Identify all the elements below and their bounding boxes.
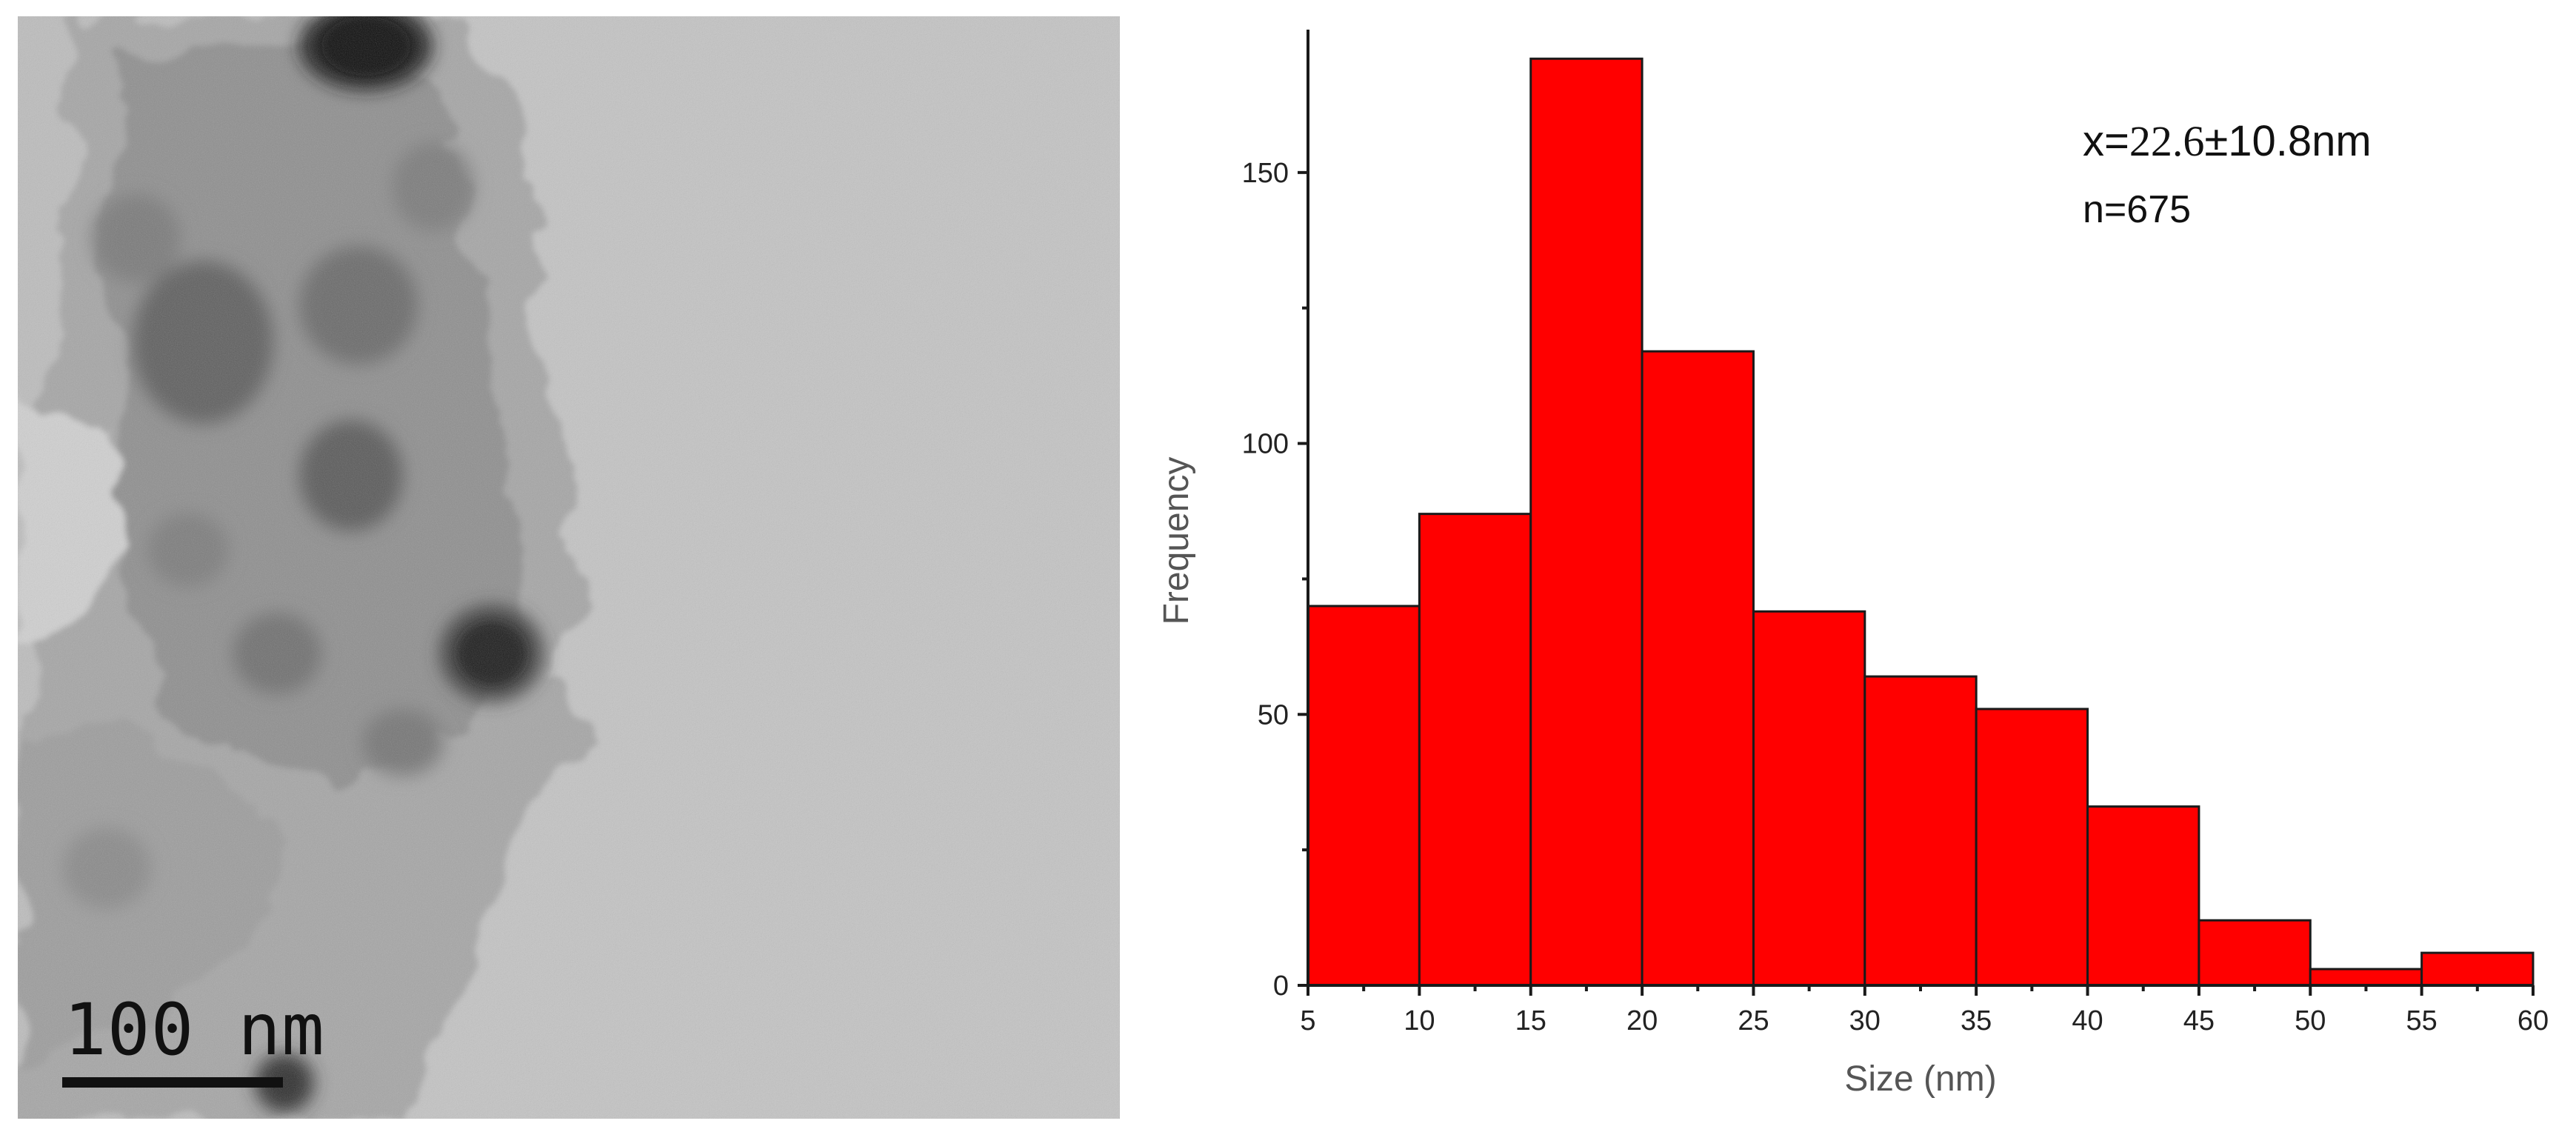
scale-bar-label: 100 nm xyxy=(64,988,325,1071)
size-histogram: 0 50 100 150 5 10 15 20 25 30 35 40 45 50 55 60 Freque… xyxy=(1120,0,2576,1135)
x-tick-label: 40 xyxy=(2072,1005,2103,1036)
sample-count-annotation: n=675 xyxy=(2083,188,2191,231)
tem-micrograph: 100 nm xyxy=(18,16,1120,1119)
y-axis-ticks: 0 50 100 150 xyxy=(1242,158,1308,1002)
mean-deviation: ±10.8nm xyxy=(2204,117,2371,165)
x-tick-label: 60 xyxy=(2517,1005,2549,1036)
x-tick-label: 45 xyxy=(2183,1005,2215,1036)
tem-image xyxy=(18,16,1120,1119)
histogram-bar xyxy=(2420,951,2535,987)
x-axis-label: Size (nm) xyxy=(1844,1059,1996,1099)
histogram-bar xyxy=(1863,675,1978,987)
x-tick-label: 50 xyxy=(2295,1005,2326,1036)
histogram-bar xyxy=(2198,919,2312,987)
histogram-bar xyxy=(1529,57,1644,987)
y-tick-label: 150 xyxy=(1242,158,1289,189)
x-tick-label: 25 xyxy=(1738,1005,1769,1036)
x-tick-label: 5 xyxy=(1300,1005,1315,1036)
mean-prefix: x= xyxy=(2083,117,2129,165)
x-axis-ticks: 5 10 15 20 25 30 35 40 45 50 55 60 xyxy=(1300,985,2549,1036)
scale-bar xyxy=(62,1077,283,1088)
x-tick-label: 20 xyxy=(1626,1005,1658,1036)
histogram-bar xyxy=(1975,708,2089,987)
y-tick-label: 50 xyxy=(1258,699,1289,730)
mean-size-annotation: x=22.6±10.8nm xyxy=(2083,117,2372,165)
histogram-svg: 0 50 100 150 5 10 15 20 25 30 35 40 45 50 55 60 Freque… xyxy=(1157,30,2549,1099)
histogram-bar xyxy=(1752,610,1866,987)
x-tick-label: 15 xyxy=(1515,1005,1546,1036)
y-tick-label: 100 xyxy=(1242,429,1289,460)
histogram-bar xyxy=(2086,805,2200,987)
histogram-bar xyxy=(1641,350,1755,987)
x-tick-label: 10 xyxy=(1404,1005,1435,1036)
y-axis-label: Frequency xyxy=(1157,457,1196,625)
histogram-bar xyxy=(1418,513,1532,987)
x-tick-label: 30 xyxy=(1849,1005,1881,1036)
x-tick-label: 35 xyxy=(1961,1005,1992,1036)
y-tick-label: 0 xyxy=(1273,971,1289,1002)
histogram-bar xyxy=(2309,968,2423,987)
x-tick-label: 55 xyxy=(2406,1005,2437,1036)
mean-value: 22.6 xyxy=(2129,117,2205,165)
histogram-bars xyxy=(1307,57,2535,987)
histogram-bar xyxy=(1307,605,1421,987)
